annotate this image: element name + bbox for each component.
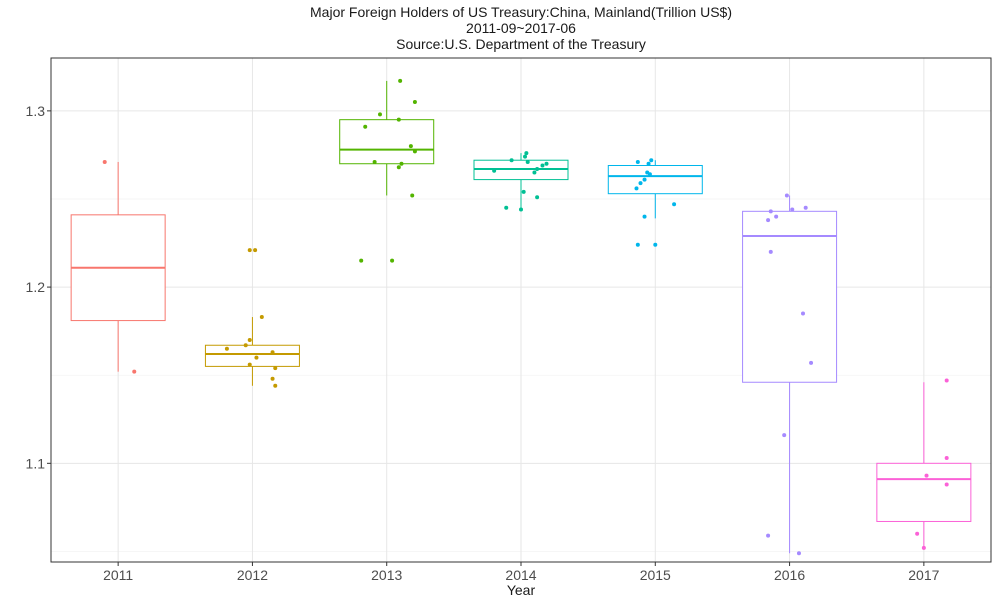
box-series	[70, 80, 972, 554]
data-point-2012	[273, 366, 278, 371]
box-2015	[607, 160, 703, 219]
x-tick-label: 2014	[505, 567, 536, 583]
data-point-2016	[796, 551, 801, 556]
data-point-2014	[521, 189, 526, 194]
data-point-2015	[634, 186, 639, 191]
x-tick-label: 2012	[237, 567, 268, 583]
data-point-2015	[642, 177, 647, 182]
data-point-2012	[273, 383, 278, 388]
data-point-2013	[372, 159, 377, 164]
data-point-2016	[784, 193, 789, 198]
data-point-2016	[768, 209, 773, 214]
data-point-2012	[270, 350, 275, 355]
data-point-2015	[647, 172, 652, 177]
data-point-2015	[638, 181, 643, 186]
data-point-2013	[410, 193, 415, 198]
data-point-2017	[944, 378, 949, 383]
data-point-2011	[102, 159, 107, 164]
data-point-2015	[642, 214, 647, 219]
data-point-2013	[390, 258, 395, 263]
data-point-2013	[396, 117, 401, 122]
data-point-2012	[254, 355, 259, 360]
x-tick-label: 2016	[774, 567, 805, 583]
data-point-2012	[270, 376, 275, 381]
data-point-2014	[525, 159, 530, 164]
data-point-2015	[653, 242, 658, 247]
data-point-2013	[359, 258, 364, 263]
data-point-2014	[540, 163, 545, 168]
data-point-2015	[635, 242, 640, 247]
data-point-2017	[915, 531, 920, 536]
box-2014	[473, 153, 569, 210]
data-point-2014	[509, 158, 514, 163]
data-point-2014	[535, 195, 540, 200]
data-point-2016	[782, 433, 787, 438]
data-point-2013	[398, 78, 403, 83]
data-point-2014	[523, 154, 528, 159]
x-tick-label: 2015	[640, 567, 671, 583]
data-point-2014	[524, 151, 529, 156]
box-2011	[70, 161, 166, 372]
data-point-2017	[944, 482, 949, 487]
data-point-2015	[649, 158, 654, 163]
data-point-2012	[247, 362, 252, 367]
data-point-2014	[544, 161, 549, 166]
box-iqr	[339, 119, 435, 165]
box-iqr	[204, 344, 300, 367]
data-point-2017	[921, 545, 926, 550]
data-point-2012	[259, 315, 264, 320]
data-point-2014	[519, 207, 523, 212]
y-tick-label: 1.3	[26, 103, 46, 119]
data-point-2014	[532, 170, 537, 175]
data-point-2013	[378, 112, 382, 117]
data-point-2016	[768, 249, 773, 254]
data-point-2017	[924, 473, 929, 478]
data-point-2012	[253, 248, 258, 253]
data-point-2013	[412, 100, 417, 105]
box-2013	[339, 80, 435, 196]
data-point-2013	[396, 165, 401, 170]
data-point-2014	[504, 205, 509, 210]
box-2016	[742, 195, 838, 554]
box-iqr	[607, 164, 703, 195]
x-axis-title: Year	[507, 582, 536, 598]
data-point-2016	[766, 218, 771, 223]
data-point-2013	[399, 161, 404, 166]
data-point-2013	[412, 149, 417, 154]
data-point-2015	[635, 159, 640, 164]
box-iqr	[742, 210, 838, 383]
data-point-2012	[247, 248, 252, 253]
axes: 1.1 1.2 1.3 2011 2012 2013 2014 2015 2016 2017	[26, 103, 940, 583]
y-tick-label: 1.1	[26, 455, 46, 471]
data-point-2016	[790, 207, 795, 212]
data-point-2015	[646, 161, 651, 166]
x-tick-label: 2013	[371, 567, 402, 583]
data-point-2013	[363, 124, 368, 129]
data-point-2013	[408, 144, 413, 149]
data-point-2014	[492, 168, 497, 173]
data-point-2014	[535, 167, 540, 172]
data-point-2012	[247, 337, 252, 342]
data-point-2016	[803, 205, 808, 210]
data-point-2016	[774, 214, 779, 219]
chart-subtitle: 2011-09~2017-06	[466, 20, 576, 36]
jitter-points	[102, 78, 949, 556]
data-point-2016	[801, 311, 805, 316]
y-tick-label: 1.2	[26, 279, 46, 295]
data-point-2016	[809, 360, 814, 365]
box-iqr	[876, 462, 972, 522]
chart-title: Major Foreign Holders of US Treasury:Chi…	[310, 4, 732, 20]
data-point-2015	[672, 202, 677, 207]
chart-source: Source:U.S. Department of the Treasury	[396, 36, 646, 52]
data-point-2011	[132, 369, 137, 374]
box-2012	[204, 317, 300, 386]
x-tick-label: 2011	[103, 567, 133, 583]
data-point-2012	[224, 346, 229, 351]
data-point-2012	[243, 343, 248, 348]
data-point-2017	[944, 456, 949, 461]
data-point-2016	[766, 533, 771, 538]
box-2017	[876, 382, 972, 550]
x-tick-label: 2017	[908, 567, 939, 583]
